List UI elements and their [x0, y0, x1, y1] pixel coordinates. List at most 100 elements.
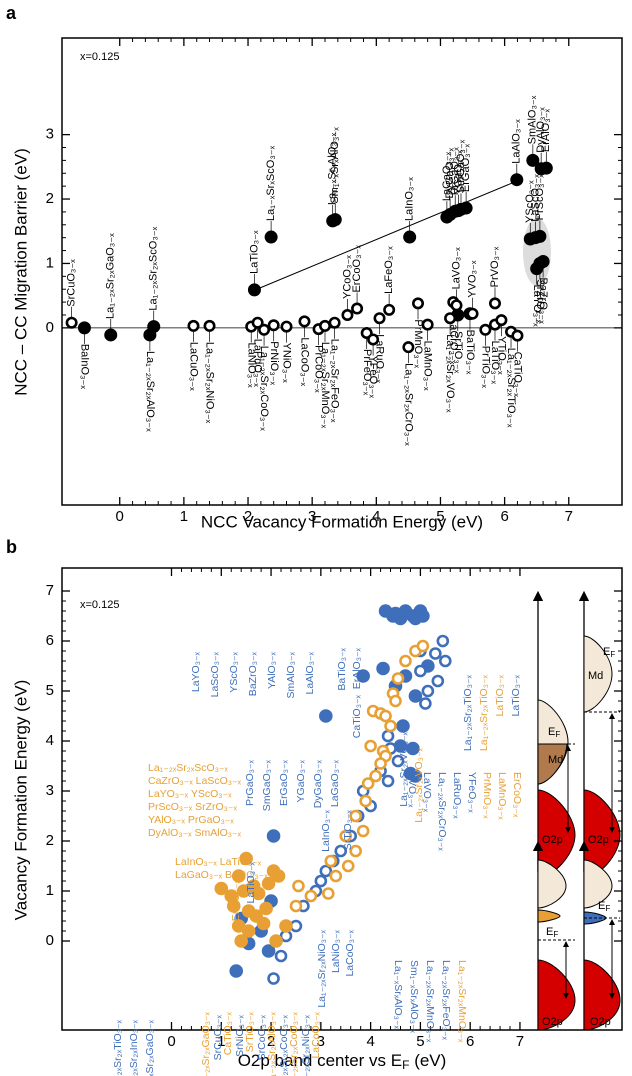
group-label: La₁₋₂ₓSr₂ₓCoO₃₋ₓ — [288, 1011, 300, 1076]
data-point — [280, 320, 293, 333]
data-point — [226, 899, 241, 913]
group-label: La₁₋ₓSrₓAlO₃₋ₓ — [392, 960, 404, 1029]
point-label: SmGaO₃₋ₓ — [455, 139, 467, 193]
group-label: LaInO₃₋ₓ — [320, 809, 332, 851]
ef-label: EF — [598, 900, 610, 913]
plot-frame — [61, 37, 623, 506]
data-point — [267, 972, 280, 985]
point-label: YTiO₃₋ₓ — [495, 336, 507, 375]
data-point — [349, 844, 362, 858]
x-tick-label: 0 — [167, 1033, 175, 1050]
point-label: YScO₃₋ₓ — [524, 180, 536, 223]
point-label: PrVO₃₋ₓ — [489, 246, 501, 287]
ef-label: EF — [548, 726, 560, 739]
group-label: La₁₋₂ₓSr₂ₓGaO₃₋ₓ — [144, 1019, 156, 1076]
data-point — [261, 876, 276, 891]
x-tick-label: 1 — [217, 1033, 225, 1050]
point-label: PrMnO₃₋ₓ — [412, 319, 424, 368]
point-label: SrTiO₃₋ₓ — [452, 331, 464, 374]
data-point — [381, 774, 395, 788]
group-label: La₁₋₂ₓSr₂ₓNiO₃₋ₓ — [316, 929, 328, 1007]
group-label: La₁₋₂ₓSr₂ₓVO₃₋ₓ — [413, 747, 425, 822]
data-point — [374, 757, 387, 770]
data-point — [359, 794, 372, 808]
point-label: LaCoO₃₋ₓ — [299, 337, 311, 386]
data-point — [356, 669, 370, 683]
point-label: DyGaO₃₋ₓ — [444, 148, 456, 199]
x-tick-label: 3 — [317, 1033, 325, 1050]
x-tick-label: 7 — [565, 508, 573, 525]
data-point — [241, 904, 256, 918]
point-label: YFeO₃₋ₓ — [367, 355, 379, 398]
data-point — [264, 230, 278, 244]
y-tick-label: 0 — [46, 932, 54, 949]
y-axis-label: NCC – CC Migration Barrier (eV) — [11, 148, 30, 396]
group-label: PrGaO₃₋ₓ — [244, 759, 256, 805]
data-point — [229, 964, 244, 978]
point-label: LaRuO₃₋ₓ — [374, 334, 386, 383]
group-label: LaVO₃₋ₓ — [421, 772, 433, 813]
o2p-label: O2p — [590, 1016, 611, 1028]
group-label: LaYO₃₋ₓ — [190, 651, 202, 692]
x-tick-label: 4 — [366, 1033, 374, 1050]
x-tick-label: 5 — [436, 508, 444, 525]
plot-frame — [61, 567, 623, 1031]
group-label: SmAlO₃₋ₓ — [285, 651, 297, 698]
group-label: La₁₋₂ₓSr₂ₓFeO₃₋ₓ — [440, 960, 452, 1041]
point-label: SmAlO₃₋ₓ — [527, 95, 539, 144]
o2p-band — [537, 959, 576, 1031]
group-label: La₁₋₂ₓSr₂ₓTiO₃₋ₓ — [478, 674, 490, 751]
point-label: SrCuO₃₋ₓ — [66, 259, 78, 307]
y-tick-label: 1 — [46, 254, 54, 271]
data-point — [269, 934, 283, 948]
data-point — [408, 611, 423, 626]
group-label: La₁₋₂ₓSr₂ₓTiO₃₋ₓ — [462, 674, 474, 751]
y-tick-label: 4 — [46, 732, 54, 749]
point-label: La₁₋₂ₓSr₂ₓNiO₃₋ₓ — [204, 342, 216, 424]
data-point — [421, 684, 435, 698]
group-label: SrTiO₃₋ₓ — [244, 1011, 256, 1052]
data-point — [292, 879, 305, 893]
ef-f: F — [605, 904, 610, 913]
data-point — [436, 634, 450, 648]
data-point — [419, 697, 432, 710]
point-label: SrZrO₃₋ₓ — [534, 279, 546, 323]
group-label: LaTiO₃₋ₓ — [510, 674, 522, 716]
group-label: ErAlO₃₋ₓ — [230, 879, 242, 921]
point-label: YNiO₃₋ₓ — [281, 343, 293, 384]
data-point — [334, 844, 348, 858]
data-point — [399, 654, 412, 668]
dopant-band — [537, 909, 561, 923]
data-point — [403, 766, 418, 781]
point-label: LaCrO₃₋ₓ — [447, 318, 459, 365]
data-point — [65, 316, 78, 329]
point-label: La₁₋₂ₓSr₂ₓCrO₃₋ₓ — [402, 363, 414, 446]
data-point — [234, 934, 248, 948]
md-label: Md — [588, 670, 603, 682]
data-point — [373, 312, 386, 325]
group-label: La₁₋₂ₓSr₂ₓMnO₃₋ₓ — [456, 960, 468, 1043]
group-label: La₁₋₂ₓSr₂ₓTiO₃₋ₓ — [112, 1019, 124, 1076]
data-point — [438, 654, 452, 668]
group-label: SrCuO₃₋ₓ — [212, 1014, 224, 1060]
group-label: La₁₋₂ₓSr₂ₓGaO₃₋ₓ — [200, 1011, 212, 1076]
data-point — [314, 874, 328, 888]
group-label: SrTiO₃₋ₓ — [342, 809, 354, 850]
point-label: LaTiO₃₋ₓ — [489, 341, 501, 385]
point-label: La₁₋₂ₓSr₂ₓMnO₃₋ₓ — [319, 342, 331, 429]
group-label: YFeO₃₋ₓ — [466, 772, 478, 813]
data-point — [341, 859, 355, 873]
point-label: LaYO₃₋ₓ — [531, 285, 543, 327]
data-point — [247, 283, 261, 297]
data-point — [279, 919, 293, 933]
group-label: LaYO₃₋ₓ YScO₃₋ₓ — [148, 788, 232, 800]
data-point — [329, 869, 343, 883]
group-label: DyGaO₃₋ₓ — [312, 759, 324, 808]
point-label: LaMnO₃₋ₓ — [422, 341, 434, 391]
data-point — [429, 647, 442, 660]
y-tick-label: 1 — [46, 882, 54, 899]
data-point — [274, 949, 288, 963]
data-point — [319, 864, 333, 878]
y-tick-label: 0 — [46, 319, 54, 336]
group-label: LaCoO₃₋ₓ — [310, 1011, 322, 1058]
